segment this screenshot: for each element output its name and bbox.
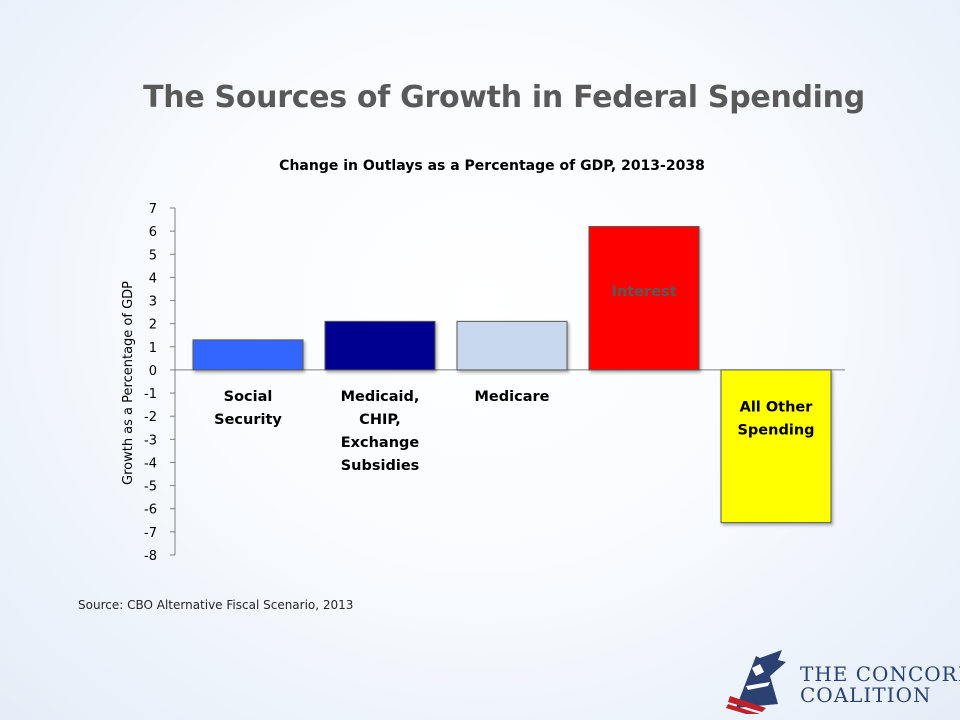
y-tick-label: -3 <box>144 433 157 448</box>
bar <box>720 369 832 524</box>
y-tick-label: 2 <box>149 318 157 333</box>
source-note: Source: CBO Alternative Fiscal Scenario,… <box>78 598 354 612</box>
minuteman-emblem-icon <box>726 650 786 714</box>
category-label: Exchange <box>341 435 420 451</box>
category-label: All Other <box>740 400 814 416</box>
y-tick-label: -8 <box>144 549 157 564</box>
category-label: CHIP, <box>359 412 401 428</box>
y-tick-label: 7 <box>149 202 157 217</box>
y-tick-label: -7 <box>144 526 157 541</box>
chart-bars <box>192 226 832 524</box>
y-tick-label: 3 <box>149 295 157 310</box>
bar <box>456 320 568 371</box>
y-tick-label: 5 <box>149 248 157 263</box>
bar <box>192 339 304 371</box>
organization-name-line2: COALITION <box>800 683 932 707</box>
bar-chart: Change in Outlays as a Percentage of GDP… <box>121 158 845 564</box>
y-tick-label: 1 <box>149 341 157 356</box>
chart-title: Change in Outlays as a Percentage of GDP… <box>279 158 705 174</box>
y-tick-label: 4 <box>149 271 157 286</box>
category-label: Social <box>224 389 273 405</box>
concord-coalition-logo: THE CONCORD COALITION <box>726 646 960 714</box>
y-tick-label: -4 <box>144 456 157 471</box>
y-tick-label: 0 <box>149 364 157 379</box>
bar <box>324 320 436 371</box>
category-label: Medicaid, <box>341 389 420 405</box>
y-tick-label: -1 <box>144 387 157 402</box>
category-label: Interest <box>611 284 676 300</box>
category-label: Security <box>214 412 282 428</box>
bar <box>588 226 700 371</box>
category-labels: Social Security Medicaid, CHIP, Exchange Subs… <box>214 284 814 474</box>
category-label: Spending <box>737 423 814 439</box>
category-label: Subsidies <box>341 458 420 474</box>
y-tick-label: -2 <box>144 410 157 425</box>
organization-name: THE CONCORD COALITION <box>800 664 960 706</box>
y-tick-label: -5 <box>144 480 157 495</box>
organization-name-line1: THE CONCORD <box>800 662 960 686</box>
category-label: Medicare <box>475 389 550 405</box>
y-tick-label: 6 <box>149 225 157 240</box>
y-axis-label: Growth as a Percentage of GDP <box>121 281 136 485</box>
slide-title: The Sources of Growth in Federal Spendin… <box>143 80 865 115</box>
y-tick-label: -6 <box>144 503 157 518</box>
